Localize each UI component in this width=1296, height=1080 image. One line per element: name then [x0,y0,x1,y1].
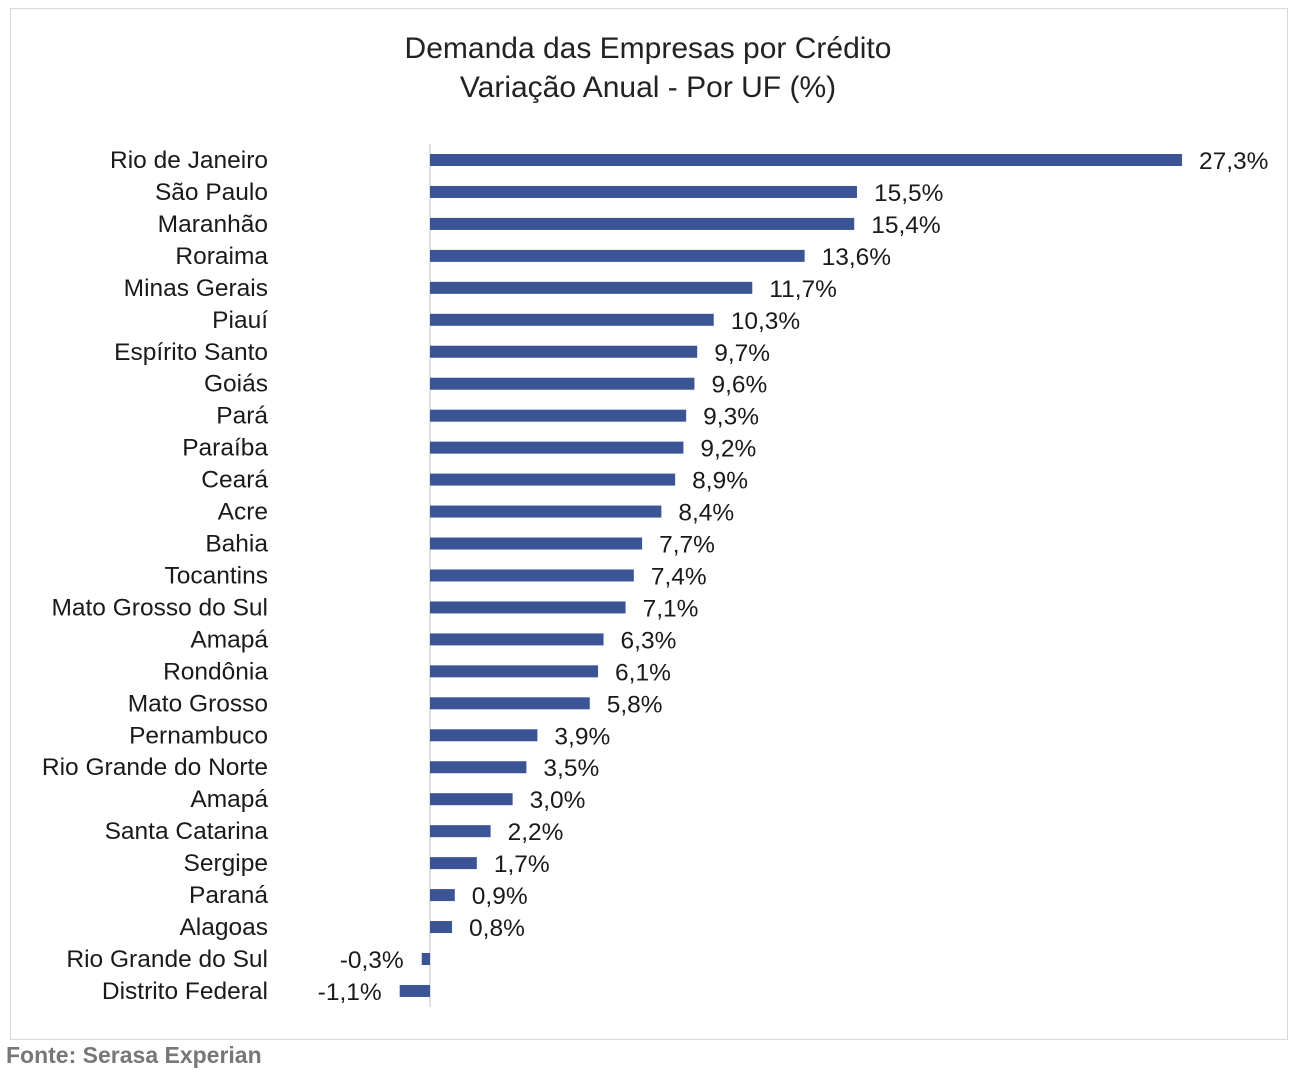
data-label: 9,2% [700,436,756,463]
bar [430,409,687,422]
data-label: -0,3% [340,947,404,974]
data-label: 0,8% [469,915,525,942]
data-label: 3,0% [530,787,586,814]
bar [430,377,695,390]
category-label: Rio Grande do Sul [66,946,268,973]
bar [430,857,477,870]
category-label: Paraná [189,882,268,909]
data-label: -1,1% [318,979,382,1006]
category-label: Acre [218,499,268,526]
category-label: Sergipe [184,850,268,877]
data-label: 10,3% [731,308,800,335]
data-label: 27,3% [1199,148,1268,175]
data-label: 9,6% [711,372,767,399]
bar [430,473,676,486]
data-label: 11,7% [769,276,837,303]
bar [430,345,698,358]
bar [430,697,590,710]
chart-subtitle: Variação Anual - Por UF (%) [459,71,837,104]
chart-frame [10,8,1288,1040]
category-label: Tocantins [164,562,268,589]
bar [430,249,805,262]
bar [430,793,513,806]
category-label: Minas Gerais [124,275,268,302]
data-label: 1,7% [494,851,550,878]
bars-layer: Rio de Janeiro 27,3% São Paulo 15,5% Maranhã… [42,144,1268,1007]
bar [430,505,662,518]
category-label: Piauí [212,307,268,334]
bar [430,665,599,678]
bar [399,984,430,997]
data-label: 0,9% [472,883,528,910]
bar [421,953,430,965]
category-label: Rondônia [163,658,268,685]
data-label: 6,1% [615,659,671,686]
category-label: Rio Grande do Norte [42,754,268,781]
bar [430,569,634,582]
category-label: Amapá [190,786,268,813]
bar [430,761,527,774]
bar [430,313,714,326]
category-label: Paraíba [182,435,268,462]
data-label: 15,4% [871,212,940,239]
bar [430,633,604,646]
data-label: 2,2% [508,819,564,846]
data-label: 9,3% [703,404,759,431]
data-label: 6,3% [621,627,677,654]
bar [430,601,626,614]
category-label: Rio de Janeiro [110,147,268,174]
data-label: 5,8% [607,691,663,718]
bar [430,729,538,742]
data-label: 3,5% [543,755,599,782]
bar [430,281,753,294]
data-label: 8,4% [678,500,734,527]
category-label: Espírito Santo [114,339,268,366]
data-label: 8,9% [692,468,748,495]
bar [430,537,643,550]
category-label: Mato Grosso do Sul [51,594,268,621]
category-label: Mato Grosso [128,690,268,717]
data-label: 9,7% [714,340,770,367]
data-label: 7,1% [643,595,699,622]
bar [430,825,491,838]
category-label: Amapá [190,626,268,653]
source-note: Fonte: Serasa Experian [6,1042,262,1068]
bar [430,921,453,934]
bar [430,217,855,230]
bar [430,185,857,198]
category-label: Alagoas [179,914,268,941]
data-label: 7,7% [659,532,715,559]
category-label: Santa Catarina [105,818,269,845]
category-label: Pará [216,403,268,430]
category-label: Roraima [175,243,268,270]
category-label: Ceará [201,467,268,494]
chart-title: Demanda das Empresas por Crédito [404,32,892,65]
category-label: São Paulo [155,179,268,206]
bar [430,441,684,454]
bar [430,889,455,902]
bar [430,154,1182,166]
category-label: Pernambuco [129,722,268,749]
category-label: Goiás [204,371,268,398]
data-label: 13,6% [822,244,891,271]
data-label: 7,4% [651,563,707,590]
category-label: Bahia [205,531,268,558]
category-label: Maranhão [158,211,268,238]
category-label: Distrito Federal [102,978,268,1005]
data-label: 15,5% [874,180,943,207]
data-label: 3,9% [554,723,610,750]
